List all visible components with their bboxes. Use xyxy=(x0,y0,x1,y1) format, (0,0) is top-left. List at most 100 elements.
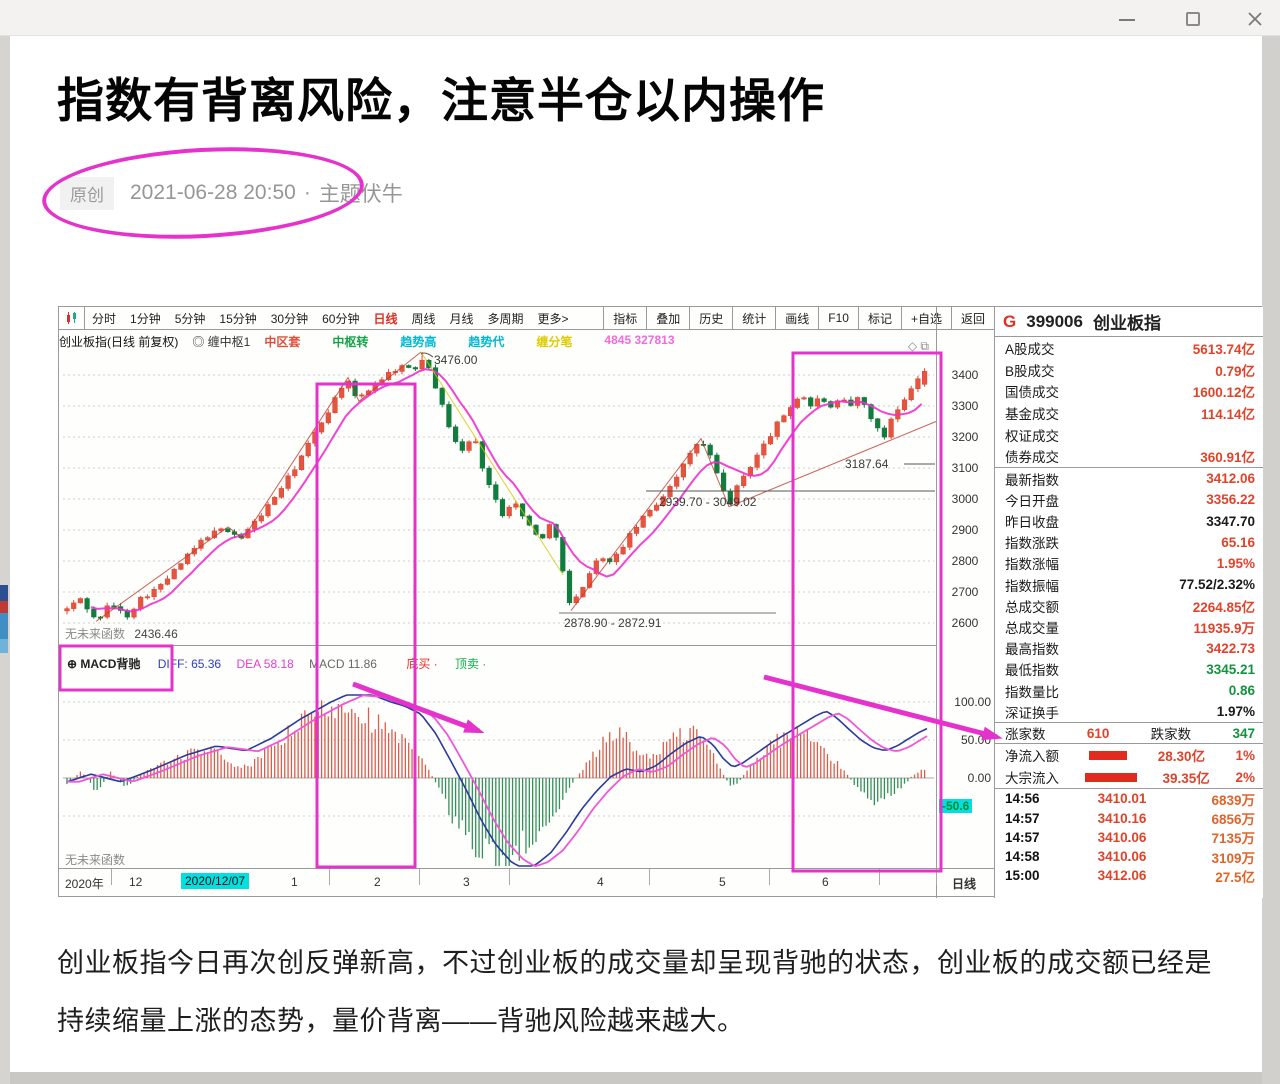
tick-list: 14:56 3410.01 6839万 14:57 3410.16 6856万 14:57 3… xyxy=(995,789,1263,885)
flow-label: 净流入额 xyxy=(1005,749,1059,765)
axis-period-label[interactable]: 日线 xyxy=(952,877,977,891)
period-tab-1分钟[interactable]: 1分钟 xyxy=(130,311,161,326)
flow-value: 28.30亿 xyxy=(1157,749,1206,765)
macd-tick: 100.00 xyxy=(954,695,991,709)
panel-row-value: 360.91亿 xyxy=(1200,450,1255,466)
panel-row: 指数量比 0.86 xyxy=(995,680,1263,701)
panel-row-label: 权证成交 xyxy=(1005,428,1059,444)
chart-legend-row: 创业板指(日线 前复权) ◎ 缠中枢1 中区套 中枢转 趋势高 趋势代 缠分笔 4845 … xyxy=(59,330,936,352)
tool-button-标记[interactable]: 标记 xyxy=(857,306,901,330)
price-tick: 3400 xyxy=(951,368,979,382)
stock-chart-screenshot: 分时 1分钟 5分钟 15分钟 30分钟 60分钟 日线 周线 月线 多周期 更多> 指标 叠加 历史统… xyxy=(58,306,1263,898)
macd-tick: 50.00 xyxy=(960,733,991,747)
tool-button-返回[interactable]: 返回 xyxy=(950,306,994,330)
panel-row-label: 指数涨幅 xyxy=(1005,557,1059,573)
pane-divider xyxy=(59,645,936,646)
panel-row: 总成交量 11935.9万 xyxy=(995,616,1263,637)
panel-row: 总成交额 2264.85亿 xyxy=(995,595,1263,616)
period-tab-日线[interactable]: 日线 xyxy=(373,311,398,326)
stock-code: 399006 xyxy=(1026,311,1083,331)
tool-button-指标[interactable]: 指标 xyxy=(603,306,646,330)
logo-g-icon: G xyxy=(1003,311,1017,331)
page-right-margin xyxy=(1262,36,1280,1084)
panel-row: 最新指数 3412.06 xyxy=(995,468,1263,489)
tool-button-+自选[interactable]: +自选 xyxy=(900,306,951,330)
tick-amount: 3109万 xyxy=(1211,850,1255,866)
price-tick: 2900 xyxy=(951,523,979,537)
panel-row: 指数涨跌 65.16 xyxy=(995,532,1263,553)
tick-amount: 27.5亿 xyxy=(1215,869,1255,885)
panel-row-label: 指数量比 xyxy=(1005,684,1059,700)
dea-value: DEA 58.18 xyxy=(236,657,294,671)
instrument-label: 创业板指(日线 前复权) xyxy=(59,334,179,349)
indicator-tag: 趋势代 xyxy=(468,334,505,349)
panel-row-value: 5613.74亿 xyxy=(1192,341,1255,357)
period-tab-月线[interactable]: 月线 xyxy=(449,311,474,326)
period-tab-更多>[interactable]: 更多> xyxy=(537,311,569,326)
axis-month-1: 1 xyxy=(291,875,298,889)
period-tab-分时[interactable]: 分时 xyxy=(92,311,117,326)
panel-row-label: 总成交量 xyxy=(1005,621,1059,637)
tool-button-F10[interactable]: F10 xyxy=(818,306,858,330)
period-tab-多周期[interactable]: 多周期 xyxy=(487,311,524,326)
panel-row-label: B股成交 xyxy=(1005,363,1055,379)
panel-row: 深证换手 1.97% xyxy=(995,701,1263,722)
tool-button-画线[interactable]: 画线 xyxy=(775,306,818,330)
axis-tick-separator xyxy=(879,869,880,885)
panel-row: 国债成交 1600.12亿 xyxy=(995,380,1263,402)
indicator-tag: 中区套 xyxy=(264,334,301,349)
tick-price: 3410.06 xyxy=(1097,829,1147,845)
panel-row-label: 最新指数 xyxy=(1005,472,1059,488)
article-title: 指数有背离风险，注意半仓以内操作 xyxy=(57,74,825,129)
close-icon[interactable] xyxy=(1240,10,1270,28)
macd-title[interactable]: ⊕ MACD背驰 xyxy=(67,657,141,671)
period-tab-5分钟[interactable]: 5分钟 xyxy=(174,311,206,326)
tick-row: 14:57 3410.06 7135万 xyxy=(995,828,1263,847)
panel-row-value: 114.14亿 xyxy=(1200,406,1255,422)
macd-value: MACD 11.86 xyxy=(309,657,377,671)
panel-row-label: 指数振幅 xyxy=(1005,578,1059,594)
window-titlebar xyxy=(0,0,1280,36)
maximize-icon[interactable] xyxy=(1178,10,1208,28)
period-tab-30分钟[interactable]: 30分钟 xyxy=(270,311,309,326)
price-tick: 2800 xyxy=(951,554,979,568)
price-tick: 3200 xyxy=(951,430,979,444)
panel-row-value: 77.52/2.32% xyxy=(1179,577,1255,593)
period-tab-15分钟[interactable]: 15分钟 xyxy=(219,311,257,326)
tick-price: 3410.16 xyxy=(1097,810,1147,826)
no-future-label-price: 无未来函数 2436.46 xyxy=(65,627,178,641)
period-tab-60分钟[interactable]: 60分钟 xyxy=(322,311,360,326)
indicator-tag: 中枢转 xyxy=(332,334,369,349)
axis-tick-separator xyxy=(649,869,650,885)
panel-row: A股成交 5613.74亿 xyxy=(995,337,1263,359)
tick-price: 3412.06 xyxy=(1097,868,1147,884)
tick-time: 14:57 xyxy=(1005,829,1040,845)
macd-legend: ⊕ MACD背驰 DIFF: 65.36 DEA 58.18 MACD 11.8… xyxy=(67,655,486,672)
plugin-label[interactable]: ◎ 缠中枢1 xyxy=(192,334,251,349)
axis-tick-separator xyxy=(329,869,330,885)
tool-button-叠加[interactable]: 叠加 xyxy=(646,306,689,330)
axis-month-5: 5 xyxy=(719,875,726,889)
period-tab-周线[interactable]: 周线 xyxy=(411,311,436,326)
sell-signal-label: 顶卖 · xyxy=(455,657,487,671)
indicator-tag: 趋势高 xyxy=(400,334,437,349)
author-name[interactable]: 主题伏牛 xyxy=(318,183,403,206)
chart-period-toolbar: 分时 1分钟 5分钟 15分钟 30分钟 60分钟 日线 周线 月线 多周期 更多> 指标 叠加 历史统… xyxy=(59,306,994,330)
pane-corner-icons[interactable]: ◇ ⧉ xyxy=(907,339,929,353)
tool-button-历史[interactable]: 历史 xyxy=(689,306,732,330)
axis-month-12: 12 xyxy=(129,875,143,889)
axis-tick-separator xyxy=(419,869,420,885)
crosshair-date-tag: 2020/12/07 xyxy=(181,873,250,889)
kline-icon[interactable] xyxy=(59,306,85,330)
price-tick: 2600 xyxy=(951,616,979,630)
tick-amount: 6856万 xyxy=(1211,812,1255,828)
minimize-icon[interactable] xyxy=(1112,10,1142,28)
price-tick: 2700 xyxy=(951,585,979,599)
panel-row: 指数涨幅 1.95% xyxy=(995,553,1263,574)
panel-row-value: 3422.73 xyxy=(1206,640,1255,656)
tool-button-统计[interactable]: 统计 xyxy=(732,306,775,330)
panel-row-value: 1.97% xyxy=(1216,704,1255,720)
origin-badge: 原创 xyxy=(60,176,114,210)
